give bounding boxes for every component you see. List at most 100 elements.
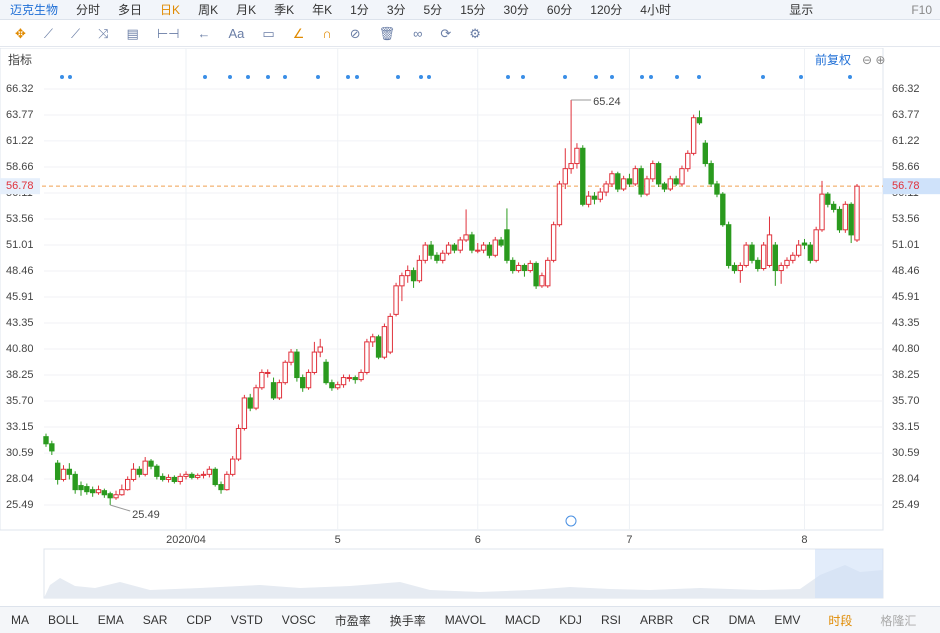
indicator-tab[interactable]: 换手率	[389, 613, 426, 628]
candle-body	[54, 462, 61, 480]
link-tool[interactable]: ∞	[413, 26, 423, 41]
candle-body	[43, 436, 49, 445]
indicator-tab[interactable]: CDP	[186, 613, 212, 627]
period-tab[interactable]: 日K	[160, 3, 181, 17]
candle-body	[556, 183, 563, 226]
candle-body	[66, 468, 73, 475]
period-bar: 迈克生物 分时 多日 日K 周K 月K 季K 年K 1分 3分 5分 15分 30分 60分 120分 4小…	[0, 0, 940, 20]
candle-body	[545, 259, 551, 287]
period-tab[interactable]: 60分	[546, 3, 573, 17]
candle-body	[510, 259, 516, 272]
candle-body	[690, 117, 697, 154]
text-tool[interactable]: Aa	[228, 26, 245, 41]
indicator-tab[interactable]: SAR	[142, 613, 168, 627]
y-tick-label: 58.66	[6, 161, 34, 173]
indicator-tab[interactable]: DMA	[728, 613, 756, 627]
period-tab[interactable]: 5分	[423, 3, 443, 17]
channel-tool[interactable]: ⟋	[71, 25, 81, 41]
period-tab[interactable]: 多日	[118, 3, 143, 17]
event-icon[interactable]	[565, 515, 577, 527]
magnet-tool[interactable]: ∩	[322, 26, 332, 41]
hide-tool[interactable]: ⊘	[349, 25, 361, 41]
range-tool[interactable]: ⊢⊣	[156, 25, 180, 41]
indicator-tab[interactable]: MAVOL	[444, 613, 486, 627]
arrow-tool[interactable]: ←	[197, 26, 211, 41]
candle-body	[270, 382, 277, 399]
candle-body	[795, 244, 802, 256]
period-tab[interactable]: 1分	[350, 3, 369, 17]
candle-body	[113, 494, 119, 499]
period-tab[interactable]: 年K	[312, 3, 333, 17]
display-menu[interactable]: 显示	[789, 3, 814, 17]
event-marker	[563, 75, 567, 79]
candle-body	[171, 476, 178, 482]
period-tab[interactable]: 月K	[236, 3, 257, 17]
indicator-tab[interactable]: CR	[692, 613, 710, 627]
candle-body	[329, 382, 335, 389]
indicator-tab[interactable]: MACD	[504, 613, 541, 627]
settings-tool[interactable]: ⚙	[469, 25, 481, 41]
candle-body	[107, 493, 113, 499]
session-tab[interactable]: 时段	[828, 613, 853, 628]
candle-body	[790, 254, 796, 261]
period-tab[interactable]: 3分	[386, 3, 406, 17]
period-tab[interactable]: 分时	[76, 3, 101, 17]
indicator-label[interactable]: 指标	[8, 52, 32, 67]
f10[interactable]: F10	[911, 2, 932, 17]
zoom-controls[interactable]: ⊖ ⊕	[862, 53, 885, 67]
period-tab[interactable]: 周K	[198, 3, 219, 17]
wave-tool[interactable]: ⤨	[98, 25, 109, 41]
y-tick-label: 43.35	[6, 317, 34, 329]
period-tab[interactable]: 15分	[460, 3, 486, 17]
note-tool[interactable]: ▭	[262, 25, 275, 41]
x-tick-label: 7	[626, 534, 632, 546]
indicator-tab[interactable]: RSI	[600, 613, 621, 627]
candle-body	[200, 473, 207, 476]
indicator-tab[interactable]: EMV	[774, 613, 801, 627]
candle-body	[457, 239, 463, 251]
navigator-window[interactable]	[815, 549, 883, 598]
plot-area	[0, 48, 884, 531]
indicator-tab[interactable]: EMA	[97, 613, 124, 627]
candle-body	[160, 475, 166, 480]
candle-body	[335, 384, 341, 389]
adjust-label[interactable]: 前复权	[815, 52, 851, 67]
candle-body	[265, 371, 271, 374]
fib-tool[interactable]: ▤	[126, 25, 139, 41]
sync-tool[interactable]: ⟳	[440, 25, 452, 41]
candle-body	[235, 428, 242, 460]
candle-body	[124, 478, 131, 491]
line-tool[interactable]: ⟋	[43, 25, 54, 41]
period-tab[interactable]: 30分	[503, 3, 529, 17]
indicator-tab[interactable]: ARBR	[639, 613, 674, 627]
candle-body	[609, 173, 615, 185]
indicator-tab[interactable]: BOLL	[48, 613, 79, 627]
candle-body	[498, 239, 504, 246]
period-tab[interactable]: 120分	[590, 3, 623, 17]
candle-body	[515, 264, 522, 272]
y-tick-label-right: 40.80	[892, 343, 920, 355]
y-tick-label-right: 43.35	[892, 317, 920, 329]
pen-tool[interactable]: ∠	[292, 25, 305, 41]
indicator-tab[interactable]: KDJ	[559, 613, 582, 627]
indicator-tab[interactable]: VSTD	[230, 613, 263, 627]
y-tick-label: 48.46	[6, 265, 34, 277]
candle-body	[393, 285, 399, 315]
period-tab[interactable]: 4小时	[640, 3, 671, 17]
candle-body	[661, 183, 668, 190]
delete-tool[interactable]: 🗑	[378, 25, 396, 41]
indicator-tab[interactable]: VOSC	[281, 613, 316, 627]
candle-body	[492, 239, 498, 256]
period-tab[interactable]: 季K	[274, 3, 295, 17]
stock-name[interactable]: 迈克生物	[10, 3, 59, 17]
last-price-box-right	[883, 178, 940, 195]
indicator-tab[interactable]: 市盈率	[334, 613, 371, 628]
move-tool[interactable]: ✥	[15, 25, 26, 41]
candle-body	[574, 147, 580, 165]
y-tick-label-right: 33.15	[892, 421, 920, 433]
candle-body	[89, 489, 96, 494]
indicator-tab[interactable]: MA	[11, 613, 29, 627]
event-marker	[427, 75, 431, 79]
candle-body	[288, 351, 294, 363]
y-tick-label-right: 35.70	[892, 395, 920, 407]
